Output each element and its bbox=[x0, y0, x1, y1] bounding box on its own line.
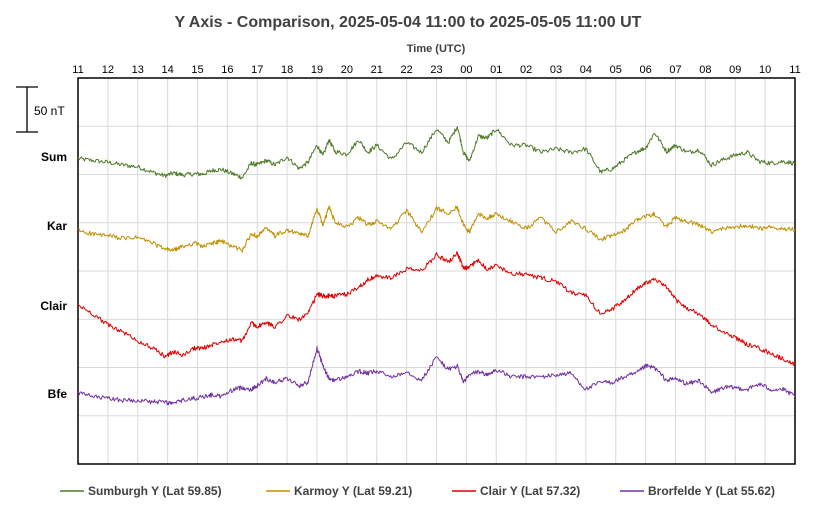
series-lines bbox=[77, 126, 796, 406]
series-line-bfe bbox=[77, 345, 796, 406]
legend-label-karmoy: Karmoy Y (Lat 59.21) bbox=[294, 484, 412, 498]
row-label-bfe: Bfe bbox=[48, 387, 68, 401]
x-tick-label: 19 bbox=[311, 64, 323, 76]
legend-item-sumburgh: Sumburgh Y (Lat 59.85) bbox=[60, 484, 222, 498]
legend-item-karmoy: Karmoy Y (Lat 59.21) bbox=[266, 484, 412, 498]
x-axis-label: Time (UTC) bbox=[407, 43, 466, 55]
x-tick-label: 13 bbox=[132, 64, 144, 76]
x-tick-label: 04 bbox=[580, 64, 592, 76]
legend-item-brorfelde: Brorfelde Y (Lat 55.62) bbox=[620, 484, 775, 498]
row-label-sum: Sum bbox=[41, 150, 67, 164]
row-labels: Sum Kar Clair Bfe bbox=[40, 150, 67, 401]
legend-label-clair: Clair Y (Lat 57.32) bbox=[480, 484, 580, 498]
x-tick-label: 21 bbox=[371, 64, 383, 76]
series-line-sum bbox=[77, 126, 796, 180]
legend-label-brorfelde: Brorfelde Y (Lat 55.62) bbox=[648, 484, 775, 498]
x-tick-label: 07 bbox=[669, 64, 681, 76]
x-tick-label: 10 bbox=[759, 64, 771, 76]
scale-bar: 50 nT bbox=[16, 86, 65, 133]
row-label-kar: Kar bbox=[47, 219, 67, 233]
legend-item-clair: Clair Y (Lat 57.32) bbox=[452, 484, 580, 498]
gridlines bbox=[78, 78, 795, 464]
series-line-clair bbox=[77, 251, 796, 366]
chart-title: Y Axis - Comparison, 2025-05-04 11:00 to… bbox=[175, 14, 642, 31]
x-tick-label: 14 bbox=[162, 64, 174, 76]
legend: Sumburgh Y (Lat 59.85) Karmoy Y (Lat 59.… bbox=[60, 484, 775, 498]
x-tick-label: 00 bbox=[460, 64, 472, 76]
x-tick-label: 02 bbox=[520, 64, 532, 76]
x-tick-label: 23 bbox=[430, 64, 442, 76]
x-tick-label: 05 bbox=[610, 64, 622, 76]
x-tick-label: 20 bbox=[341, 64, 353, 76]
series-line-kar bbox=[77, 205, 796, 253]
x-tick-label: 03 bbox=[550, 64, 562, 76]
scale-bar-label: 50 nT bbox=[34, 104, 65, 118]
legend-label-sumburgh: Sumburgh Y (Lat 59.85) bbox=[88, 484, 222, 498]
x-tick-label: 11 bbox=[789, 64, 800, 76]
x-tick-label: 06 bbox=[640, 64, 652, 76]
x-tick-label: 16 bbox=[221, 64, 233, 76]
x-tick-label: 22 bbox=[401, 64, 413, 76]
x-tick-label: 09 bbox=[729, 64, 741, 76]
x-tick-label: 15 bbox=[191, 64, 203, 76]
x-tick-label: 18 bbox=[281, 64, 293, 76]
x-tick-label: 17 bbox=[251, 64, 263, 76]
x-tick-labels: 11 12 13 14 15 16 17 18 19 20 21 22 23 00 01 02 03 04 05 06… bbox=[72, 64, 800, 76]
x-tick-label: 12 bbox=[102, 64, 114, 76]
x-tick-label: 08 bbox=[699, 64, 711, 76]
row-label-clair: Clair bbox=[40, 299, 67, 313]
plot-area-border bbox=[77, 77, 796, 465]
x-tick-label: 01 bbox=[490, 64, 502, 76]
x-tick-label: 11 bbox=[72, 64, 83, 76]
